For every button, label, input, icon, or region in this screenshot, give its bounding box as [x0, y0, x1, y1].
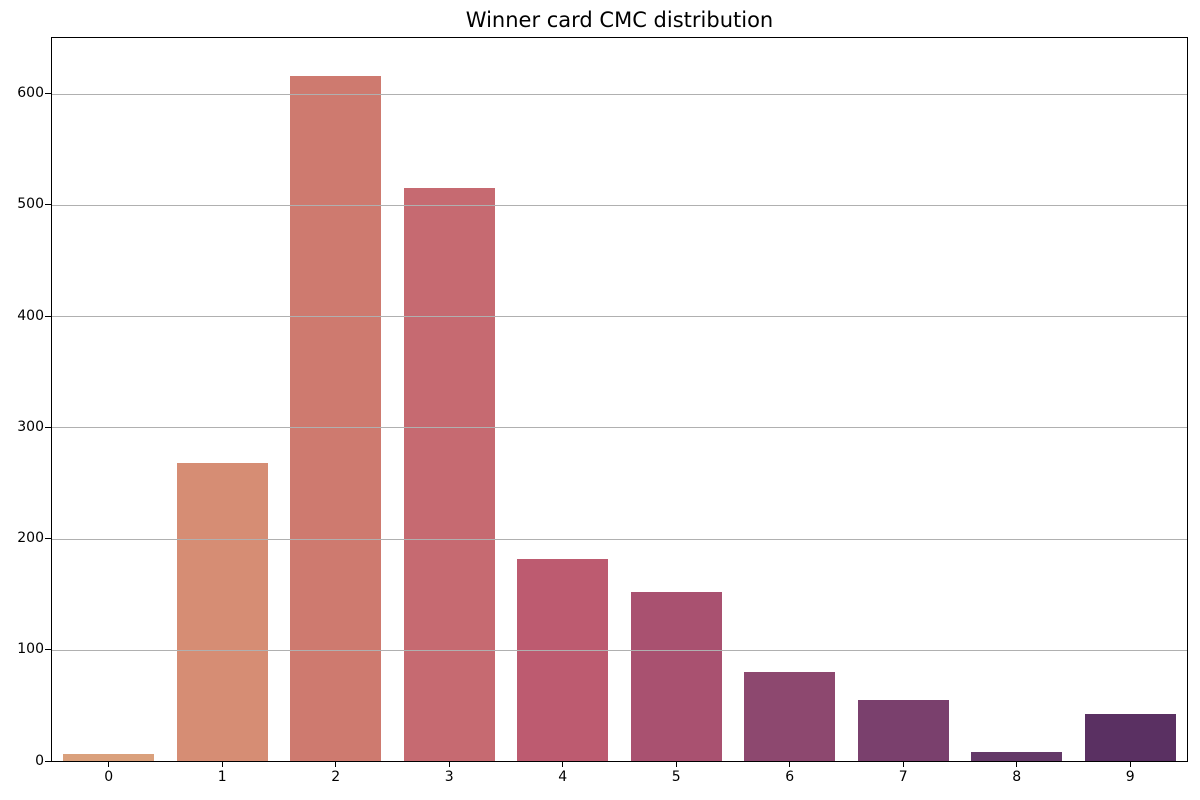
x-tick-label-2: 2 [331, 769, 341, 785]
y-tick-mark-500 [45, 204, 51, 206]
bar-cmc-6 [744, 672, 836, 761]
gridline-y-100 [52, 649, 1187, 651]
bar-cmc-8 [971, 752, 1063, 761]
y-tick-mark-0 [45, 760, 51, 762]
y-tick-label-100: 100 [17, 641, 44, 658]
gridline-y-600 [52, 93, 1187, 95]
chart-title: Winner card CMC distribution [465, 8, 774, 32]
bar-cmc-4 [517, 558, 609, 761]
x-tick-mark-9 [1129, 762, 1131, 767]
y-tick-mark-200 [45, 538, 51, 540]
x-tick-label-0: 0 [104, 769, 114, 785]
x-tick-label-8: 8 [1012, 769, 1022, 785]
y-tick-label-500: 500 [17, 196, 44, 213]
y-tick-label-300: 300 [17, 418, 44, 435]
x-tick-mark-8 [1016, 762, 1018, 767]
x-tick-mark-4 [562, 762, 564, 767]
bar-cmc-5 [630, 591, 722, 761]
x-tick-mark-3 [448, 762, 450, 767]
x-tick-label-5: 5 [671, 769, 681, 785]
gridline-y-200 [52, 538, 1187, 540]
y-tick-label-200: 200 [17, 530, 44, 547]
bar-cmc-0 [63, 754, 155, 761]
x-tick-label-9: 9 [1125, 769, 1135, 785]
x-tick-label-7: 7 [898, 769, 908, 785]
bar-cmc-1 [176, 462, 268, 761]
gridline-y-300 [52, 427, 1187, 429]
x-tick-mark-5 [675, 762, 677, 767]
x-tick-mark-0 [108, 762, 110, 767]
bar-cmc-2 [290, 75, 382, 761]
x-tick-label-1: 1 [217, 769, 227, 785]
gridline-y-400 [52, 316, 1187, 318]
y-tick-label-0: 0 [35, 752, 44, 769]
y-tick-mark-600 [45, 93, 51, 95]
bar-cmc-7 [857, 699, 949, 761]
gridline-y-500 [52, 204, 1187, 206]
x-tick-mark-2 [335, 762, 337, 767]
x-tick-label-3: 3 [444, 769, 454, 785]
bar-cmc-3 [403, 188, 495, 761]
x-tick-label-6: 6 [785, 769, 795, 785]
x-tick-mark-6 [789, 762, 791, 767]
x-tick-mark-1 [221, 762, 223, 767]
bar-cmc-9 [1084, 714, 1176, 761]
x-tick-mark-7 [902, 762, 904, 767]
y-tick-label-400: 400 [17, 307, 44, 324]
y-tick-mark-400 [45, 315, 51, 317]
y-tick-mark-100 [45, 649, 51, 651]
y-tick-mark-300 [45, 426, 51, 428]
plot-area [51, 37, 1188, 762]
y-tick-label-600: 600 [17, 85, 44, 102]
x-tick-label-4: 4 [558, 769, 568, 785]
